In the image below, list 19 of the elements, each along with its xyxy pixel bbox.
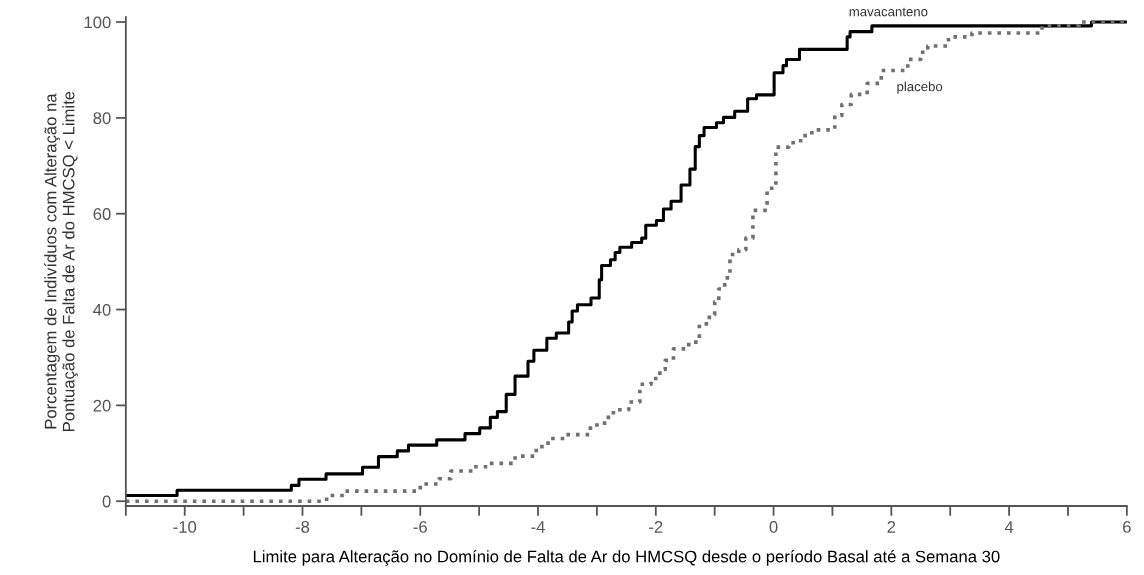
x-tick-label: 2 <box>887 521 896 533</box>
y-tick-label: 20 <box>93 399 111 412</box>
x-tick-label: -10 <box>173 521 197 533</box>
y-tick-label: 0 <box>102 495 111 508</box>
y-tick-label: 40 <box>93 303 111 316</box>
y-tick-label: 100 <box>84 16 111 29</box>
annotation: placebo <box>897 81 943 94</box>
x-tick-label: -4 <box>531 521 545 533</box>
x-tick-label: 6 <box>1123 521 1131 533</box>
x-tick-label: 0 <box>769 521 778 533</box>
y-tick-label: 80 <box>93 112 111 125</box>
annotation: mavacanteno <box>849 7 928 17</box>
x-tick-label: -2 <box>649 521 663 533</box>
x-tick-label: 4 <box>1004 521 1014 533</box>
x-tick-label: -6 <box>413 521 427 533</box>
x-axis-title: Limite para Alteração no Domínio de Falta de Ar do HMCSQ desde o período Basal até a Semana 30 <box>253 550 1000 566</box>
x-tick-label: -8 <box>295 521 310 533</box>
y-axis-title: Porcentagem de Indivíduos com Alteração na Pontuação de Falta de Ar do HMCSQ < Limite <box>44 91 78 431</box>
y-tick-label: 60 <box>93 208 111 220</box>
